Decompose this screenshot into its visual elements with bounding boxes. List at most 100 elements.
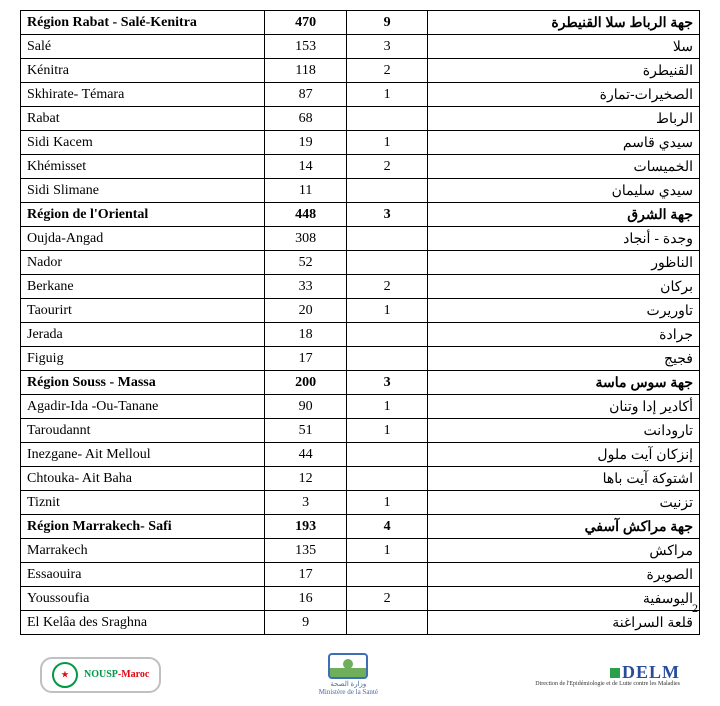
cell-fr: Inezgane- Ait Melloul: [21, 443, 265, 467]
cell-fr: Jerada: [21, 323, 265, 347]
table-row: Skhirate- Témara871الصخيرات-تمارة: [21, 83, 700, 107]
cell-ar: بركان: [428, 275, 700, 299]
cell-fr: Salé: [21, 35, 265, 59]
cell-v2: [346, 347, 427, 371]
cell-v2: 2: [346, 155, 427, 179]
cell-fr: Berkane: [21, 275, 265, 299]
region-header-row: Région de l'Oriental4483جهة الشرق: [21, 203, 700, 227]
table-row: Agadir-Ida -Ou-Tanane901أكادير إدا وتنان: [21, 395, 700, 419]
footer: ★ NOUSP-Maroc وزارة الصحة Ministère de l…: [20, 653, 700, 696]
cell-fr: Youssoufia: [21, 587, 265, 611]
region-value-1: 448: [265, 203, 346, 227]
cell-ar: سيدي سليمان: [428, 179, 700, 203]
cell-fr: Agadir-Ida -Ou-Tanane: [21, 395, 265, 419]
cell-ar: الصخيرات-تمارة: [428, 83, 700, 107]
logo-ministry: وزارة الصحة Ministère de la Santé: [319, 653, 378, 696]
region-value-2: 9: [346, 11, 427, 35]
cell-fr: Oujda-Angad: [21, 227, 265, 251]
cell-v2: 1: [346, 491, 427, 515]
page-number: 2: [692, 601, 698, 616]
cell-v2: 1: [346, 395, 427, 419]
cell-v1: 135: [265, 539, 346, 563]
cell-v2: 3: [346, 35, 427, 59]
cell-ar: فجيج: [428, 347, 700, 371]
cell-v1: 14: [265, 155, 346, 179]
cell-ar: سيدي قاسم: [428, 131, 700, 155]
table-row: Kénitra1182القنيطرة: [21, 59, 700, 83]
cell-fr: Taroudannt: [21, 419, 265, 443]
nousp-badge-icon: ★: [52, 662, 78, 688]
cell-fr: Kénitra: [21, 59, 265, 83]
region-value-1: 200: [265, 371, 346, 395]
table-row: Sidi Kacem191سيدي قاسم: [21, 131, 700, 155]
table-row: Sidi Slimane11سيدي سليمان: [21, 179, 700, 203]
cell-v1: 17: [265, 563, 346, 587]
table-row: Tiznit31تزنيت: [21, 491, 700, 515]
region-header-row: Région Marrakech- Safi1934جهة مراكش آسفي: [21, 515, 700, 539]
cell-v1: 44: [265, 443, 346, 467]
cell-v2: 1: [346, 299, 427, 323]
cell-v1: 68: [265, 107, 346, 131]
cell-v2: 2: [346, 587, 427, 611]
region-value-1: 470: [265, 11, 346, 35]
cell-ar: تارودانت: [428, 419, 700, 443]
cell-v1: 17: [265, 347, 346, 371]
table-row: Khémisset142الخميسات: [21, 155, 700, 179]
region-value-1: 193: [265, 515, 346, 539]
cell-v2: [346, 323, 427, 347]
cell-v1: 52: [265, 251, 346, 275]
ministry-fr: Ministère de la Santé: [319, 689, 378, 697]
nousp-subline: [84, 680, 149, 686]
cell-v1: 90: [265, 395, 346, 419]
region-name-ar: جهة الشرق: [428, 203, 700, 227]
region-name-fr: Région Rabat - Salé-Kenitra: [21, 11, 265, 35]
cell-v1: 19: [265, 131, 346, 155]
table-row: Oujda-Angad308وجدة - أنجاد: [21, 227, 700, 251]
cell-ar: قلعة السراغنة: [428, 611, 700, 635]
table-row: Jerada18 جرادة: [21, 323, 700, 347]
cell-v2: [346, 107, 427, 131]
cell-ar: القنيطرة: [428, 59, 700, 83]
region-name-ar: جهة سوس ماسة: [428, 371, 700, 395]
region-value-2: 4: [346, 515, 427, 539]
cell-v2: [346, 611, 427, 635]
cell-fr: El Kelâa des Sraghna: [21, 611, 265, 635]
region-name-ar: جهة الرباط سلا القنيطرة: [428, 11, 700, 35]
table-row: Figuig17 فجيج: [21, 347, 700, 371]
cell-ar: الناظور: [428, 251, 700, 275]
cell-v1: 9: [265, 611, 346, 635]
cell-v2: 1: [346, 131, 427, 155]
cell-v1: 18: [265, 323, 346, 347]
table-row: Salé1533سلا: [21, 35, 700, 59]
delm-sub: Direction de l'Epidémiologie et de Lutte…: [535, 681, 680, 687]
logo-delm: DELM Direction de l'Epidémiologie et de …: [535, 663, 680, 687]
region-name-fr: Région Marrakech- Safi: [21, 515, 265, 539]
cell-fr: Figuig: [21, 347, 265, 371]
table-row: Nador52الناظور: [21, 251, 700, 275]
cell-v2: [346, 443, 427, 467]
cell-v1: 51: [265, 419, 346, 443]
cell-ar: وجدة - أنجاد: [428, 227, 700, 251]
table-row: Chtouka- Ait Baha12اشتوكة آيت باها: [21, 467, 700, 491]
region-header-row: Région Souss - Massa2003جهة سوس ماسة: [21, 371, 700, 395]
region-value-2: 3: [346, 203, 427, 227]
cell-v1: 16: [265, 587, 346, 611]
cell-ar: جرادة: [428, 323, 700, 347]
cell-ar: سلا: [428, 35, 700, 59]
ministry-icon: [328, 653, 368, 679]
cell-fr: Marrakech: [21, 539, 265, 563]
cell-v1: 118: [265, 59, 346, 83]
cell-v2: [346, 563, 427, 587]
cell-v1: 33: [265, 275, 346, 299]
region-name-fr: Région de l'Oriental: [21, 203, 265, 227]
cell-ar: أكادير إدا وتنان: [428, 395, 700, 419]
cell-v1: 20: [265, 299, 346, 323]
cell-v1: 3: [265, 491, 346, 515]
cell-v2: 1: [346, 419, 427, 443]
table-row: Marrakech1351مراكش: [21, 539, 700, 563]
table-row: Youssoufia162اليوسفية: [21, 587, 700, 611]
nousp-suffix: -Maroc: [118, 669, 149, 680]
logo-nousp: ★ NOUSP-Maroc: [40, 657, 161, 693]
cell-v2: [346, 179, 427, 203]
delm-square-icon: [610, 668, 620, 678]
